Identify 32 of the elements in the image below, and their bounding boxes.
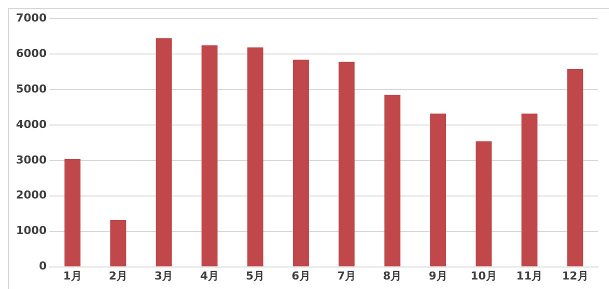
bar [202,45,218,266]
bar [64,159,80,266]
y-tick-label: 2000 [16,188,47,202]
y-tick-label: 5000 [16,82,47,96]
x-tick-label: 7月 [337,269,356,282]
x-tick-label: 1月 [63,269,82,282]
bar [110,220,126,266]
y-tick-label: 3000 [16,153,47,166]
y-tick-label: 0 [38,260,47,273]
bar [521,114,538,266]
x-tick-label: 6月 [292,269,310,282]
x-tick-label: 2月 [108,269,128,282]
bar [247,47,264,266]
x-tick-label: 9月 [428,269,448,282]
bar [567,68,584,266]
x-tick-label: 10月 [470,269,497,282]
bar [384,94,400,266]
bar [292,60,309,266]
x-tick-label: 5月 [246,269,265,282]
x-tick-label: 8月 [383,269,402,282]
x-tick-label: 3月 [154,269,174,282]
x-tick-label: 4月 [200,269,219,282]
bar [338,62,355,266]
y-tick-label: 1000 [16,224,47,238]
y-tick-label: 4000 [16,118,47,131]
bar [156,38,172,266]
bar [430,114,446,266]
bar [476,141,492,266]
y-tick-label: 6000 [16,46,47,60]
x-tick-label: 12月 [562,269,588,282]
x-tick-label: 11月 [516,269,543,282]
y-tick-label: 7000 [16,11,47,24]
